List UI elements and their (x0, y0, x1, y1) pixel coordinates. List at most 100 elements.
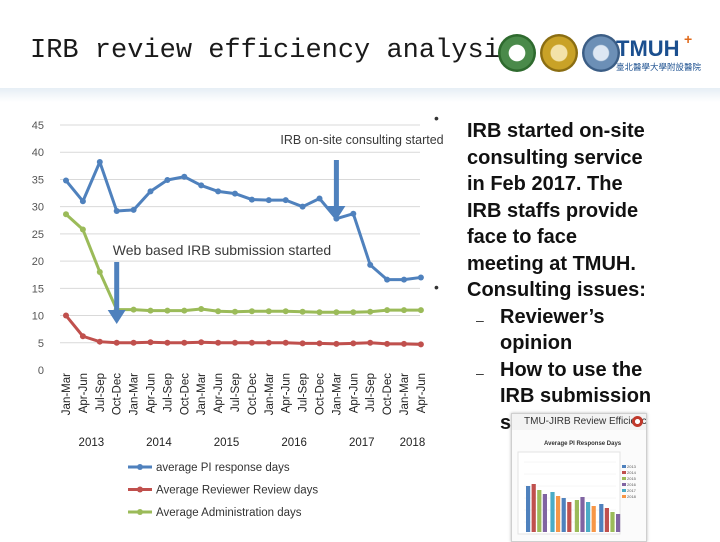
chart-legend: average PI response days Average Reviewer… (128, 462, 318, 519)
bullet-text: IRB started on-site consulting service in … (467, 118, 645, 277)
data-point (384, 307, 391, 314)
x-tick-label: Jul-Sep (162, 373, 174, 412)
x-tick-label: Apr-Jun (416, 373, 428, 413)
thumbnail-bar (542, 494, 547, 532)
thumbnail-legend-item: 2014 (622, 470, 636, 476)
annotation-arrowhead (327, 206, 346, 220)
gold-seal-icon (540, 34, 578, 72)
bullet-dot-icon: • (434, 110, 439, 126)
x-tick-label: Jul-Sep (230, 373, 242, 412)
thumbnail-bar (604, 508, 609, 532)
data-point (232, 308, 238, 315)
y-tick-label: 25 (32, 229, 44, 241)
x-tick-label: Jan-Mar (196, 373, 208, 415)
x-tick-label: Jul-Sep (95, 373, 107, 412)
y-tick-label: 15 (32, 283, 44, 295)
data-point (248, 308, 255, 315)
green-seal-icon (498, 34, 536, 72)
y-tick-label: 45 (32, 120, 44, 132)
bullet-line: meeting at TMUH. (467, 252, 636, 275)
data-point (198, 182, 205, 189)
data-point (282, 339, 289, 346)
data-point (350, 309, 357, 316)
thumbnail-bar (531, 484, 536, 532)
thumbnail-legend-item: 2016 (622, 482, 636, 488)
data-point (215, 308, 222, 315)
x-tick-label: Apr-Jun (348, 373, 360, 413)
thumbnail-bar (537, 490, 542, 532)
data-point (333, 340, 340, 347)
brand-name: TMUH (616, 36, 680, 61)
y-tick-label: 0 (38, 365, 44, 377)
thumbnail-title: TMU-JIRB Review Efficiency Analysis (524, 416, 647, 427)
thumbnail-legend-item: 2013 (622, 464, 636, 470)
bullet-line: IRB started on-site (467, 120, 645, 142)
y-tick-label: 10 (32, 311, 44, 323)
thumbnail-bar (616, 514, 621, 532)
data-point (181, 307, 188, 314)
x-tick-label: Apr-Jun (146, 373, 158, 413)
x-tick-label: Jan-Mar (129, 373, 141, 415)
thumbnail-legend: 2013 2014 2015 2016 2017 2018 (622, 464, 636, 500)
bullet-text: How to use the IRB submission s (500, 357, 651, 437)
data-point (265, 339, 272, 346)
data-point (367, 308, 374, 315)
data-point (215, 188, 222, 195)
y-tick-label: 40 (32, 147, 44, 159)
series-line (63, 159, 424, 283)
x-tick-label: Oct-Dec (247, 373, 259, 415)
thumbnail-legend-label: 2016 (627, 482, 636, 487)
data-point (96, 338, 103, 345)
data-point (367, 261, 374, 268)
data-point (215, 339, 222, 346)
x-tick-label: Oct-Dec (112, 373, 124, 415)
bullet-line: face to face (467, 226, 578, 248)
annotation-label: IRB on-site consulting started (280, 133, 443, 147)
x-tick-label: Jul-Sep (365, 373, 377, 412)
annotation-arrowhead (107, 310, 126, 324)
bullet-line: opinion (500, 332, 573, 354)
bullet-dash-icon: – (476, 364, 484, 381)
data-point (265, 308, 272, 315)
thumbnail-bar (599, 504, 604, 532)
x-tick-label: Apr-Jun (213, 373, 225, 413)
data-point (248, 339, 255, 346)
thumbnail-legend-label: 2015 (627, 476, 636, 481)
year-label: 2018 (400, 437, 426, 449)
thumbnail-bar (567, 502, 572, 532)
data-point (96, 269, 103, 275)
data-point (299, 203, 306, 210)
thumbnail-bar (586, 502, 591, 532)
year-label: 2014 (146, 437, 172, 449)
data-point (130, 306, 137, 313)
data-point (282, 197, 289, 204)
chart-y-ticks: 0 5 10 15 20 25 30 35 40 45 (32, 120, 44, 377)
thumbnail-legend-item: 2018 (622, 494, 636, 500)
x-tick-label: Oct-Dec (315, 373, 327, 415)
series-line (63, 312, 424, 348)
x-tick-label: Oct-Dec (179, 373, 191, 415)
legend-item: Average Administration days (128, 507, 302, 519)
x-tick-label: Jan-Mar (264, 373, 276, 415)
bullet-line: Reviewer’s (500, 305, 605, 328)
data-point (63, 177, 69, 184)
bullet-line: s (500, 411, 512, 434)
x-tick-label: Oct-Dec (382, 373, 394, 415)
data-point (417, 274, 424, 281)
bullet-line: IRB submission (500, 385, 652, 407)
bullet-line: IRB staffs provide (467, 199, 639, 222)
data-point (130, 339, 137, 346)
thumbnail-bar (561, 498, 566, 532)
data-point (384, 276, 391, 283)
thumbnail-legend-label: 2014 (627, 470, 636, 475)
series-path (64, 213, 421, 314)
thumbnail-bar (591, 506, 596, 532)
data-point (248, 196, 255, 203)
data-point (96, 159, 103, 166)
legend-item: Average Reviewer Review days (128, 485, 318, 497)
logo-group: TMUH + 臺北醫學大學附設醫院 (496, 30, 716, 80)
data-point (164, 339, 171, 346)
bullet-dot-icon: • (434, 279, 439, 295)
data-point (198, 306, 205, 313)
data-point (63, 211, 69, 218)
